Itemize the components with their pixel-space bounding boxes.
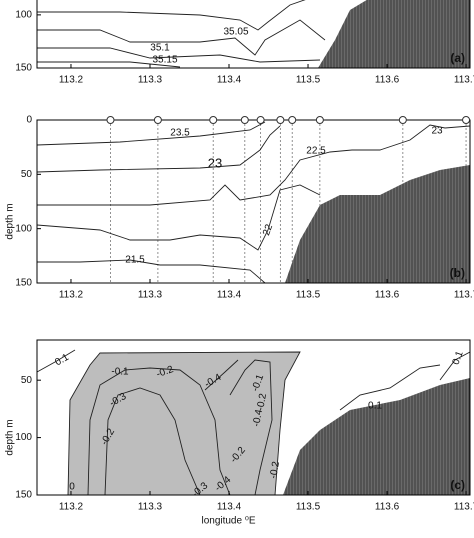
contour-label: 23 — [431, 126, 443, 137]
x-tick-label: 113.4 — [217, 75, 242, 86]
y-tick-label: 100 — [15, 223, 32, 234]
station-marker — [240, 116, 249, 124]
y-axis-label: depth m — [5, 203, 16, 239]
contour-label: 23 — [208, 155, 222, 170]
panel-frame — [36, 339, 471, 496]
x-tick-label: 113.5 — [296, 290, 321, 301]
contour-label: -0.2 — [255, 392, 269, 411]
land — [285, 165, 470, 283]
contour-line — [37, 61, 181, 68]
panel-frame — [36, 119, 471, 284]
contour-label: 0.1 — [451, 349, 466, 366]
x-tick-label: 113.4 — [217, 290, 242, 301]
panel-label: (a) — [450, 51, 465, 65]
contour-label: 35.15 — [152, 55, 177, 66]
x-tick-label: 113.6 — [375, 75, 400, 86]
contour-label: 22 — [261, 223, 275, 238]
y-axis-label: depth m — [5, 419, 16, 455]
negative-region — [67, 351, 301, 495]
y-tick-label: 50 — [21, 375, 33, 386]
contour-label: 0.1 — [368, 401, 382, 412]
contour-label: -0.1 — [111, 367, 129, 378]
panel-label: (b) — [450, 266, 465, 280]
contour-line — [37, 125, 281, 173]
x-tick-label: 113.7 — [454, 290, 474, 301]
contour-label: 21.5 — [125, 255, 145, 266]
contour-label: 23.5 — [170, 128, 190, 139]
contour-label: 0 — [69, 482, 75, 493]
y-tick-label: 150 — [15, 63, 32, 74]
station-marker — [153, 116, 162, 124]
panel-label: (c) — [450, 478, 465, 492]
y-tick-label: 50 — [21, 169, 33, 180]
x-tick-label: 113.7 — [454, 502, 474, 513]
station-marker — [398, 116, 407, 124]
station-marker — [288, 116, 297, 124]
y-tick-label: 100 — [15, 10, 32, 21]
land — [318, 0, 470, 68]
x-tick-label: 113.6 — [375, 290, 400, 301]
y-tick-label: 150 — [15, 490, 32, 501]
contour-label: -0.2 — [268, 460, 282, 479]
x-tick-label: 113.5 — [296, 75, 321, 86]
station-marker — [106, 116, 115, 124]
y-tick-label: 100 — [15, 432, 32, 443]
contour-line — [37, 19, 326, 56]
x-tick-label: 113.2 — [59, 75, 84, 86]
panel-b-plot — [37, 120, 470, 283]
contour-line — [439, 351, 470, 381]
contour-line — [37, 124, 470, 206]
contour-line — [37, 184, 321, 251]
station-marker — [256, 116, 265, 124]
contour-line — [229, 359, 273, 495]
contour-label: 35.05 — [223, 27, 248, 38]
contour-line — [37, 259, 266, 283]
panel-frame — [36, 0, 471, 69]
x-tick-label: 113.4 — [217, 502, 242, 513]
x-tick-label: 113.2 — [59, 502, 84, 513]
contour-label: -0.4 — [251, 408, 265, 427]
x-tick-label: 113.3 — [138, 290, 163, 301]
x-tick-label: 113.3 — [138, 75, 163, 86]
station-marker — [462, 116, 471, 124]
contour-line — [37, 121, 266, 146]
panel-c-plot — [37, 349, 470, 495]
x-tick-label: 113.3 — [138, 502, 163, 513]
panel-a-plot — [37, 0, 470, 68]
contour-line — [37, 349, 76, 373]
x-tick-label: 113.7 — [454, 75, 474, 86]
contour-line — [339, 364, 441, 411]
x-tick-label: 113.6 — [375, 502, 400, 513]
contour-line — [204, 359, 239, 391]
contour-line — [37, 47, 321, 63]
contour-line — [37, 0, 306, 31]
y-tick-label: 0 — [26, 115, 32, 126]
contour-line — [87, 367, 231, 495]
contour-label: 35.1 — [150, 43, 170, 54]
station-marker — [315, 116, 324, 124]
station-marker — [209, 116, 218, 124]
land — [283, 378, 470, 495]
y-tick-label: 150 — [15, 278, 32, 289]
contour-label: 22.5 — [306, 146, 326, 157]
x-axis-label: longitude ⁰E — [201, 516, 255, 527]
contour-line — [104, 387, 201, 495]
x-tick-label: 113.5 — [296, 502, 321, 513]
x-tick-label: 113.2 — [59, 290, 84, 301]
station-marker — [276, 116, 285, 124]
